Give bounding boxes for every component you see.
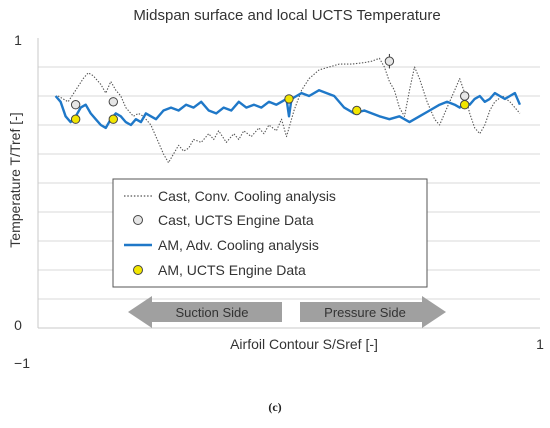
x-tick-label-left: −1: [14, 355, 30, 371]
legend-label-cast-analysis: Cast, Conv. Cooling analysis: [158, 188, 336, 204]
data-marker: [352, 105, 362, 116]
legend-box: [112, 178, 428, 288]
x-axis-label: Airfoil Contour S/Sref [-]: [230, 336, 378, 352]
y-tick-label-top: 1: [14, 32, 22, 48]
am-engine-data-point: [70, 114, 81, 124]
pressure-side-label: Pressure Side: [324, 305, 406, 320]
chart-title: Midspan surface and local UCTS Temperatu…: [133, 7, 440, 24]
series-layer: [54, 57, 522, 164]
data-marker: [460, 100, 470, 110]
legend-label-am-analysis: AM, Adv. Cooling analysis: [158, 237, 319, 253]
y-axis-label: Temperature T/Tref [-]: [7, 112, 23, 247]
x-tick-label-right: 1: [536, 336, 544, 352]
cast-engine-data-point: [70, 100, 81, 110]
series-line-am-analysis: [54, 88, 522, 130]
suction-side-arrow-shape: [128, 296, 282, 328]
legend-entry-am-engine: AM, UCTS Engine Data: [133, 262, 306, 278]
data-marker: [284, 94, 294, 104]
am-engine-data-point: [352, 105, 362, 116]
y-tick-labels: 1 0: [14, 32, 22, 333]
cast-engine-data-point: [384, 53, 395, 69]
legend-label-cast-engine: Cast, UCTS Engine Data: [158, 212, 314, 228]
figure-caption: (c): [268, 400, 282, 414]
legend-swatch-gray-circle: [133, 215, 143, 225]
am-engine-data-point: [284, 94, 294, 104]
data-marker: [70, 100, 81, 110]
am-engine-data-point: [460, 100, 470, 110]
data-marker: [108, 114, 119, 124]
suction-side-label: Suction Side: [176, 305, 249, 320]
legend: Cast, Conv. Cooling analysis Cast, UCTS …: [112, 178, 428, 288]
legend-entry-cast-engine: Cast, UCTS Engine Data: [133, 212, 314, 228]
am-engine-data-point: [108, 114, 119, 124]
cast-engine-data-point: [460, 91, 470, 101]
pressure-side-arrow-shape: [300, 296, 446, 328]
marker-layer: [70, 53, 470, 124]
legend-label-am-engine: AM, UCTS Engine Data: [158, 262, 306, 278]
suction-side-arrow: Suction Side: [128, 296, 282, 328]
legend-entry-cast-analysis: Cast, Conv. Cooling analysis: [124, 188, 336, 204]
cast-engine-data-point: [108, 97, 119, 107]
data-marker: [108, 97, 119, 107]
y-tick-label-bottom: 0: [14, 317, 22, 333]
legend-entry-am-analysis: AM, Adv. Cooling analysis: [124, 237, 319, 253]
data-marker: [384, 56, 395, 66]
data-marker: [70, 114, 81, 124]
pressure-side-arrow: Pressure Side: [300, 296, 446, 328]
data-marker: [460, 91, 470, 101]
legend-swatch-yellow-circle: [133, 265, 143, 275]
